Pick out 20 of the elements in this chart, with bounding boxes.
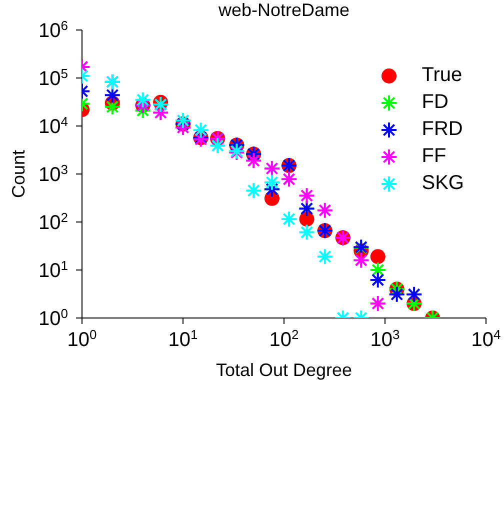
legend-label: FRD [422,118,463,141]
y-tick-label: 10$^{6}$ [38,18,68,42]
legend-label: FD [422,91,448,114]
y-tick-label: 10$^{0}$ [38,306,68,330]
legend-label: True [422,64,462,87]
y-axis-title: Count [8,150,28,198]
y-tick-label: 10$^{4}$ [38,114,68,138]
y-tick-label: 10$^{1}$ [38,258,68,282]
x-tick-label: 10$^{4}$ [471,326,501,351]
x-tick-label: 10$^{1}$ [168,326,198,351]
legend-label: FF [422,145,446,168]
y-tick-label: 10$^{5}$ [38,66,68,90]
x-tick-label: 10$^{2}$ [269,326,299,351]
x-tick-label: 10$^{0}$ [67,326,97,351]
y-tick-label: 10$^{3}$ [38,162,68,186]
x-axis-title: Total Out Degree [216,360,352,380]
x-tick-label: 10$^{3}$ [370,326,400,351]
y-tick-label: 10$^{2}$ [38,210,68,234]
chart-title: web-NotreDame [217,0,351,21]
legend-label: SKG [422,172,464,195]
